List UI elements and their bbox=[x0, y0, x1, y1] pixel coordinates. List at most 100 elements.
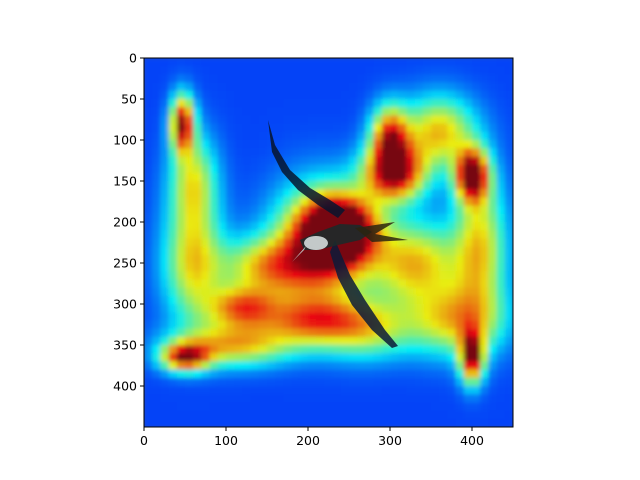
heat-cell bbox=[226, 148, 235, 157]
heat-cell bbox=[324, 402, 334, 412]
heat-cell bbox=[258, 402, 268, 412]
heat-cell bbox=[488, 295, 498, 305]
heat-cell bbox=[316, 189, 325, 198]
heat-cell bbox=[234, 320, 243, 330]
heat-cell bbox=[144, 74, 153, 84]
heat-cell bbox=[332, 418, 342, 427]
heat-cell bbox=[267, 246, 276, 256]
heat-cell bbox=[168, 279, 178, 289]
heat-cell bbox=[422, 369, 432, 379]
heat-cell bbox=[258, 369, 268, 379]
heat-cell bbox=[406, 353, 416, 362]
heat-cell bbox=[422, 353, 432, 362]
heat-cell bbox=[283, 279, 293, 289]
heat-cell bbox=[414, 279, 424, 289]
heat-cell bbox=[299, 164, 309, 174]
heat-cell bbox=[185, 74, 194, 84]
bird-lower-wing bbox=[330, 240, 398, 348]
heat-cell bbox=[390, 156, 399, 166]
heat-cell bbox=[176, 328, 186, 338]
heat-cell bbox=[455, 418, 465, 427]
heat-cell bbox=[234, 246, 243, 256]
heat-cell bbox=[234, 336, 243, 346]
heat-cell bbox=[226, 271, 235, 280]
heat-cell bbox=[160, 123, 170, 133]
heat-cell bbox=[201, 312, 211, 321]
heat-cell bbox=[283, 156, 293, 166]
heat-cell bbox=[390, 377, 399, 387]
heat-cell bbox=[455, 369, 465, 379]
heat-cell bbox=[185, 58, 194, 67]
heat-cell bbox=[390, 336, 399, 346]
heat-cell bbox=[152, 148, 161, 157]
heat-cell bbox=[234, 115, 243, 125]
heat-cell bbox=[275, 312, 284, 321]
heat-cell bbox=[365, 369, 375, 379]
heat-cell bbox=[267, 295, 276, 305]
heat-cell bbox=[316, 222, 325, 231]
heat-cell bbox=[275, 131, 284, 141]
heat-cell bbox=[414, 156, 424, 166]
heat-cell bbox=[414, 131, 424, 141]
heat-cell bbox=[406, 164, 416, 174]
heat-cell bbox=[365, 99, 375, 108]
heat-cell bbox=[365, 254, 375, 264]
heat-cell bbox=[398, 410, 407, 420]
heat-cell bbox=[250, 271, 260, 280]
heat-cell bbox=[267, 156, 276, 166]
heat-cell bbox=[185, 172, 194, 182]
heat-cell bbox=[381, 279, 391, 289]
heat-cell bbox=[398, 361, 407, 371]
heat-cell bbox=[431, 115, 440, 125]
heat-cell bbox=[447, 213, 457, 223]
heat-cell bbox=[193, 312, 202, 321]
heat-cell bbox=[431, 82, 440, 92]
heat-cell bbox=[414, 394, 424, 403]
heat-cell bbox=[332, 213, 342, 223]
heat-cell bbox=[390, 107, 399, 116]
heat-cell bbox=[275, 74, 284, 84]
heat-cell bbox=[258, 90, 268, 100]
heat-cell bbox=[422, 394, 432, 403]
heat-cell bbox=[472, 328, 481, 338]
heat-cell bbox=[226, 74, 235, 84]
heat-cell bbox=[431, 304, 440, 313]
heat-cell bbox=[349, 115, 358, 125]
heat-cell bbox=[431, 189, 440, 198]
heat-cell bbox=[431, 377, 440, 387]
heat-cell bbox=[349, 107, 358, 116]
heat-cell bbox=[431, 66, 440, 75]
heat-cell bbox=[291, 58, 301, 67]
heat-cell bbox=[472, 263, 481, 272]
heat-cell bbox=[308, 181, 317, 190]
heat-cell bbox=[168, 107, 178, 116]
heat-cell bbox=[234, 394, 243, 403]
heat-cell bbox=[496, 402, 506, 412]
heat-cell bbox=[176, 353, 186, 362]
heat-cell bbox=[472, 164, 481, 174]
heat-cell bbox=[193, 377, 202, 387]
heat-cell bbox=[340, 172, 350, 182]
heat-cell bbox=[275, 279, 284, 289]
heat-cell bbox=[480, 320, 489, 330]
heat-cell bbox=[406, 99, 416, 108]
heat-cell bbox=[267, 312, 276, 321]
heat-cell bbox=[299, 328, 309, 338]
heat-cell bbox=[455, 386, 465, 395]
heat-cell bbox=[176, 304, 186, 313]
bird-tail bbox=[355, 222, 408, 242]
heat-cell bbox=[242, 213, 252, 223]
heat-cell bbox=[406, 140, 416, 149]
heat-cell bbox=[185, 312, 194, 321]
heat-cell bbox=[496, 353, 506, 362]
heat-cell bbox=[496, 66, 506, 75]
heat-cell bbox=[431, 131, 440, 141]
heat-cell bbox=[283, 140, 293, 149]
heat-cell bbox=[226, 320, 235, 330]
heat-cell bbox=[185, 410, 194, 420]
heat-cell bbox=[373, 254, 383, 264]
heat-cell bbox=[234, 238, 243, 248]
heat-cell bbox=[447, 279, 457, 289]
heat-cell bbox=[480, 172, 489, 182]
